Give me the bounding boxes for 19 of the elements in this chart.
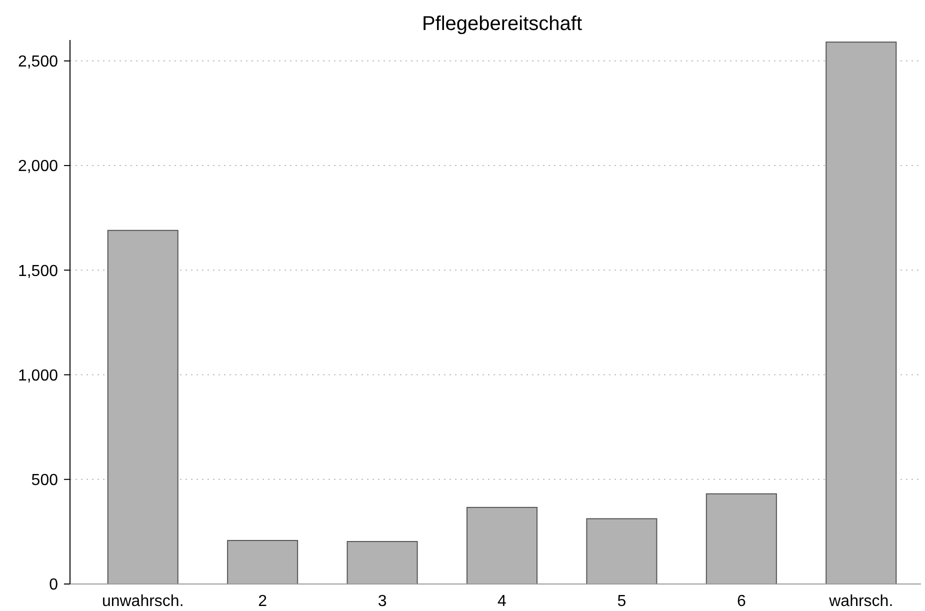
y-tick-label: 1,000 (18, 367, 58, 384)
x-tick-label: unwahrsch. (102, 593, 184, 610)
y-tick-label: 2,000 (18, 158, 58, 176)
bar (227, 540, 298, 584)
chart-title: Pflegebereitschaft (422, 13, 582, 35)
y-tick-label: 500 (31, 472, 58, 489)
y-tick-label: 0 (49, 576, 58, 594)
x-tick-label: wahrsch. (828, 593, 894, 610)
bar (346, 541, 418, 584)
x-tick-label: 6 (736, 593, 746, 610)
x-tick-label: 3 (378, 593, 387, 610)
y-tick-label: 2,500 (18, 54, 58, 71)
y-tick-label: 1,500 (18, 262, 58, 280)
bar (466, 506, 538, 584)
bar (586, 518, 658, 584)
x-tick-label: 5 (617, 593, 626, 610)
bar (706, 493, 777, 584)
x-tick-label: 4 (498, 593, 507, 610)
x-tick-label: 2 (258, 593, 268, 610)
